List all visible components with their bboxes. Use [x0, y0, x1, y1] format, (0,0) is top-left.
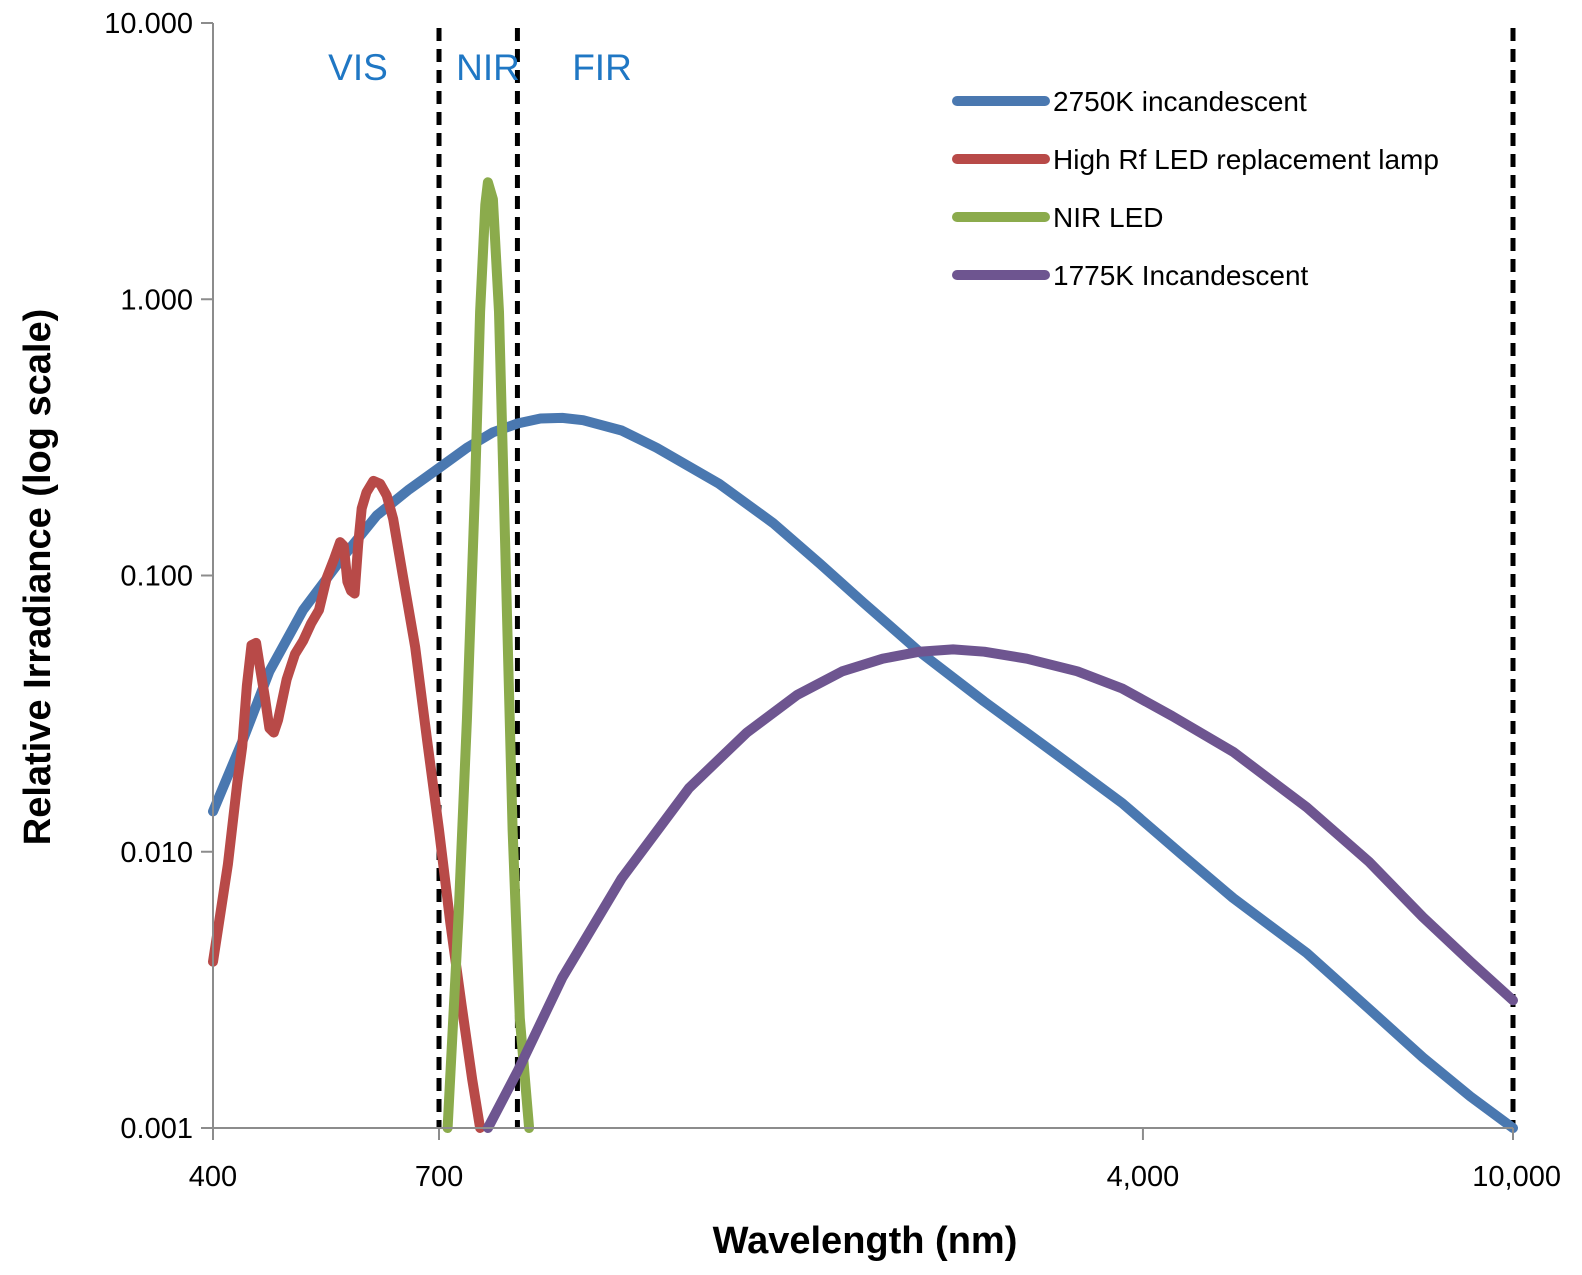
x-tick-label: 10,000 — [1472, 1161, 1561, 1193]
region-label-nir: NIR — [456, 47, 520, 88]
series-layer — [208, 177, 1518, 1133]
region-label-vis: VIS — [328, 47, 388, 88]
region-labels: VIS NIR FIR — [328, 47, 632, 88]
y-tick-label: 1.000 — [120, 284, 193, 316]
x-axis-title: Wavelength (nm) — [713, 1220, 1018, 1262]
series-line-nir-led — [442, 177, 535, 1133]
x-tick-label: 700 — [415, 1161, 463, 1193]
x-tick-label: 4,000 — [1107, 1161, 1180, 1193]
series-line-1775k-incandescent — [482, 644, 1518, 1133]
legend-label: NIR LED — [1053, 202, 1163, 233]
y-axis-title: Relative Irradiance (log scale) — [17, 309, 59, 845]
legend: 2750K incandescent High Rf LED replacemen… — [952, 86, 1439, 291]
ticks: 0.001 0.010 0.100 1.000 10.000 400 700 4,000 10,… — [104, 8, 1561, 1193]
legend-label: High Rf LED replacement lamp — [1053, 144, 1439, 175]
y-tick-label: 0.010 — [120, 837, 193, 869]
legend-label: 2750K incandescent — [1053, 86, 1307, 117]
x-tick-label: 400 — [189, 1161, 237, 1193]
series-line-high-rf-led-replacement-lamp — [208, 475, 486, 1133]
region-label-fir: FIR — [572, 47, 632, 88]
series-line-2750k-incandescent — [208, 412, 1518, 1133]
region-boundary-lines — [436, 28, 1516, 1128]
legend-label: 1775K Incandescent — [1053, 260, 1309, 291]
y-tick-label: 0.001 — [120, 1113, 193, 1145]
y-tick-label: 10.000 — [104, 8, 193, 40]
y-tick-label: 0.100 — [120, 561, 193, 593]
